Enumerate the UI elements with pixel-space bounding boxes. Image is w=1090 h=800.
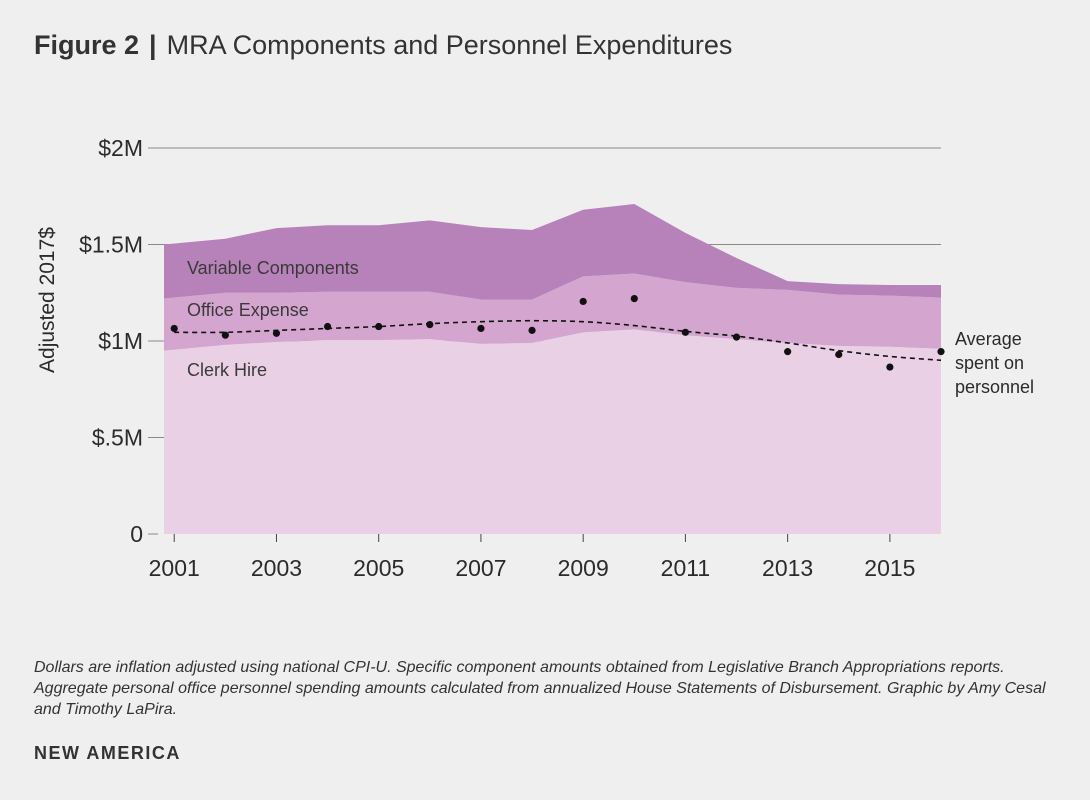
area-variable-components <box>164 203 941 300</box>
annotation-line: Average <box>955 329 1022 349</box>
personnel-point <box>630 294 638 303</box>
x-tick-label: 2003 <box>251 555 302 581</box>
x-axis: 2001 2003 2005 2007 2009 2011 2013 2015 <box>149 534 915 581</box>
y-axis-label: Adjusted 2017$ <box>36 227 59 373</box>
personnel-points <box>170 294 945 371</box>
trend-line-group <box>174 319 942 362</box>
trend-line <box>174 319 942 362</box>
personnel-point <box>835 350 843 359</box>
y-tick-label: $2M <box>98 135 143 161</box>
area-clerk-hire <box>164 329 941 534</box>
label-office-expense: Office Expense <box>187 300 309 320</box>
personnel-point <box>937 348 945 356</box>
x-tick-label: 2005 <box>353 555 404 581</box>
personnel-point <box>732 333 741 341</box>
title-separator: | <box>149 30 157 60</box>
chart-title: MRA Components and Personnel Expenditure… <box>166 30 733 60</box>
figure-title: Figure 2 | MRA Components and Personnel Ex… <box>34 30 732 61</box>
x-tick-label: 2013 <box>762 555 813 581</box>
annotation-line: personnel <box>955 377 1034 397</box>
y-tick-label: $1M <box>98 328 143 354</box>
y-tick-label: $1.5M <box>79 232 143 258</box>
personnel-point <box>323 322 332 331</box>
personnel-point <box>886 363 894 371</box>
figure-label: Figure 2 <box>34 30 140 60</box>
y-tick-label: 0 <box>130 521 143 547</box>
x-tick-label: 2007 <box>455 555 506 581</box>
label-variable-components: Variable Components <box>187 258 359 278</box>
x-tick-label: 2011 <box>661 555 710 581</box>
y-tick-label: $.5M <box>92 425 143 451</box>
personnel-point <box>170 324 178 333</box>
x-tick-label: 2001 <box>149 555 200 581</box>
caption: Dollars are inflation adjusted using nat… <box>34 659 1046 718</box>
personnel-point <box>426 320 434 329</box>
personnel-point <box>681 328 690 336</box>
area-labels: Variable Components Office Expense Clerk H… <box>187 258 359 380</box>
trend-annotation: Average spent on personnel <box>955 329 1034 397</box>
brand-wordmark: NEW AMERICA <box>34 743 181 763</box>
personnel-point <box>784 348 792 356</box>
personnel-point <box>221 331 229 339</box>
personnel-point <box>272 329 281 337</box>
personnel-point <box>579 297 587 306</box>
y-axis: 0 $.5M $1M $1.5M $2M <box>79 135 158 547</box>
personnel-point <box>375 322 383 331</box>
personnel-point <box>528 326 536 334</box>
area-office-expense <box>164 273 941 351</box>
x-tick-label: 2009 <box>558 555 609 581</box>
area-chart: 0 $.5M $1M $1.5M $2M 2001 2003 2005 2007 2009 201… <box>36 135 1034 581</box>
annotation-line: spent on <box>955 353 1024 373</box>
personnel-point <box>477 324 485 333</box>
x-tick-label: 2015 <box>864 555 915 581</box>
stacked-areas <box>164 203 941 534</box>
label-clerk-hire: Clerk Hire <box>187 360 267 380</box>
